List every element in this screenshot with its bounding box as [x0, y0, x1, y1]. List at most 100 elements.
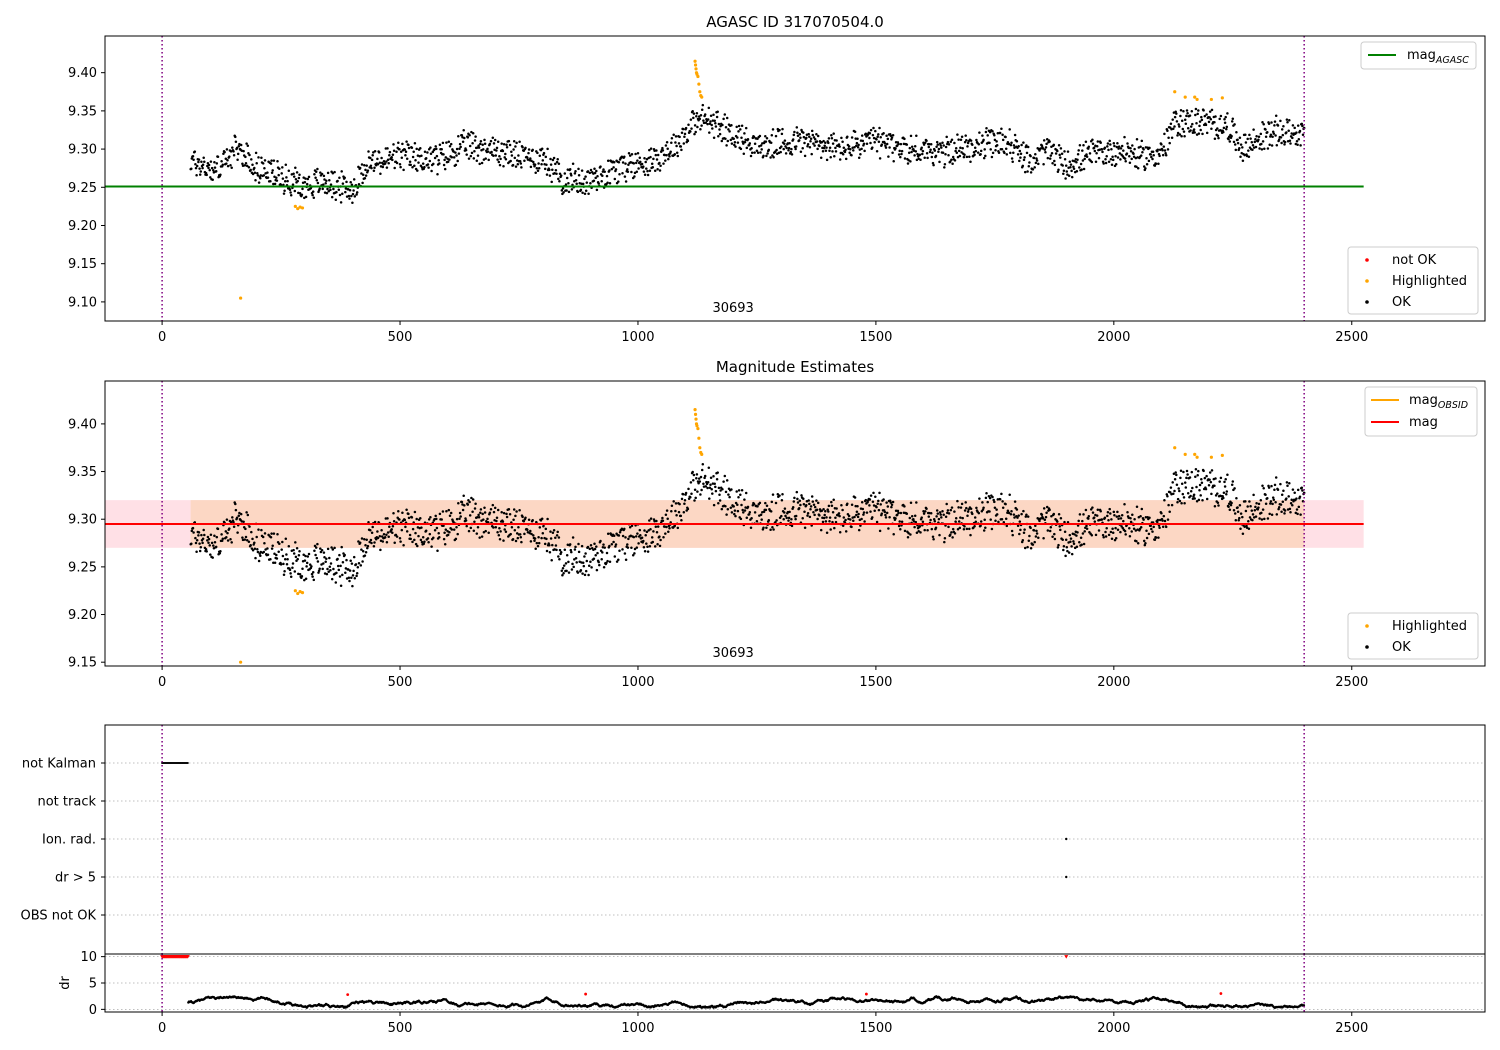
- ok-point: [209, 533, 213, 537]
- ok-point: [243, 164, 247, 167]
- ok-point: [510, 525, 514, 529]
- ok-point: [564, 183, 568, 186]
- ok-point: [703, 476, 706, 480]
- ok-point: [361, 560, 364, 563]
- ok-point: [376, 162, 380, 166]
- ok-point: [511, 163, 515, 167]
- ok-point: [435, 154, 439, 158]
- highlighted-point: [1195, 97, 1199, 102]
- ok-point: [1053, 159, 1056, 163]
- ok-point: [558, 179, 561, 183]
- ok-point: [1050, 514, 1053, 518]
- ok-point: [1019, 152, 1023, 155]
- ok-point: [412, 150, 415, 153]
- ok-point: [711, 127, 714, 130]
- ok-point: [269, 179, 272, 183]
- ok-point: [1192, 128, 1196, 131]
- ok-point: [329, 562, 333, 565]
- ok-point: [253, 171, 257, 174]
- ok-point: [1066, 150, 1070, 153]
- ok-point: [946, 509, 950, 512]
- ok-point: [392, 512, 395, 515]
- ok-point: [956, 133, 959, 136]
- ok-point: [1198, 483, 1202, 487]
- ok-point: [599, 539, 602, 543]
- ok-point: [626, 168, 629, 171]
- ok-point: [915, 134, 918, 137]
- ok-point: [509, 159, 512, 163]
- ok-point: [1227, 137, 1230, 141]
- ok-point: [208, 544, 211, 547]
- ok-point: [1158, 526, 1161, 530]
- ok-point: [665, 509, 669, 512]
- ok-point: [386, 531, 390, 534]
- ok-point: [225, 518, 229, 521]
- ok-point: [973, 516, 977, 519]
- ok-point: [1080, 168, 1083, 171]
- ok-point: [730, 488, 733, 491]
- y-tick-label: 9.10: [68, 295, 97, 310]
- ok-point: [491, 136, 495, 140]
- ok-point: [361, 173, 365, 177]
- ok-point: [1090, 534, 1094, 537]
- ok-point: [1135, 137, 1139, 141]
- ok-point: [1261, 508, 1265, 511]
- ok-point: [1019, 528, 1022, 532]
- ok-point: [733, 140, 737, 144]
- ok-point: [507, 139, 511, 143]
- y-tick-label: not Kalman: [22, 757, 96, 772]
- ok-point: [861, 139, 865, 143]
- ok-point: [1176, 134, 1179, 137]
- ok-point: [627, 537, 630, 541]
- ok-point: [1072, 167, 1076, 171]
- ok-point: [266, 171, 269, 174]
- ok-point: [871, 516, 874, 519]
- ok-point: [932, 518, 936, 521]
- ok-point: [872, 491, 875, 495]
- ok-point: [562, 572, 565, 575]
- ok-point: [841, 153, 845, 156]
- ok-point: [834, 146, 837, 150]
- ok-point: [907, 532, 910, 535]
- panel2-legend-lines: magOBSID mag: [1364, 386, 1478, 437]
- ok-point: [1104, 158, 1107, 161]
- ok-point: [314, 170, 318, 174]
- ok-point: [1213, 137, 1217, 140]
- ok-point: [292, 175, 296, 178]
- ok-point: [1081, 532, 1085, 535]
- ok-point: [883, 142, 887, 145]
- ok-point: [759, 513, 763, 517]
- ok-point: [695, 111, 699, 115]
- ok-point: [990, 155, 994, 159]
- ok-point: [1132, 527, 1136, 530]
- ok-point: [1061, 538, 1064, 541]
- ok-point: [736, 136, 739, 139]
- ok-point: [378, 534, 382, 538]
- ok-point: [197, 534, 200, 537]
- ok-point: [1144, 167, 1147, 170]
- ok-point: [262, 174, 266, 177]
- ok-point: [1266, 517, 1270, 520]
- ok-point: [1198, 489, 1201, 492]
- ok-point: [350, 576, 353, 579]
- ok-point: [435, 517, 438, 521]
- ok-point: [1181, 492, 1185, 496]
- ok-point: [741, 508, 744, 512]
- ok-point: [829, 528, 832, 531]
- ok-point: [592, 557, 596, 561]
- ok-point: [455, 517, 459, 521]
- ok-point: [415, 517, 418, 521]
- ok-point: [603, 170, 606, 174]
- ok-point: [351, 201, 354, 204]
- ok-point: [806, 514, 809, 517]
- ok-point: [997, 520, 1000, 524]
- ok-point: [748, 510, 752, 514]
- ok-point: [229, 538, 232, 541]
- ok-point: [199, 545, 203, 549]
- ok-point: [877, 499, 880, 503]
- ok-point: [587, 192, 590, 196]
- ok-point: [874, 129, 877, 133]
- ok-point: [565, 554, 569, 557]
- ok-point: [514, 165, 518, 168]
